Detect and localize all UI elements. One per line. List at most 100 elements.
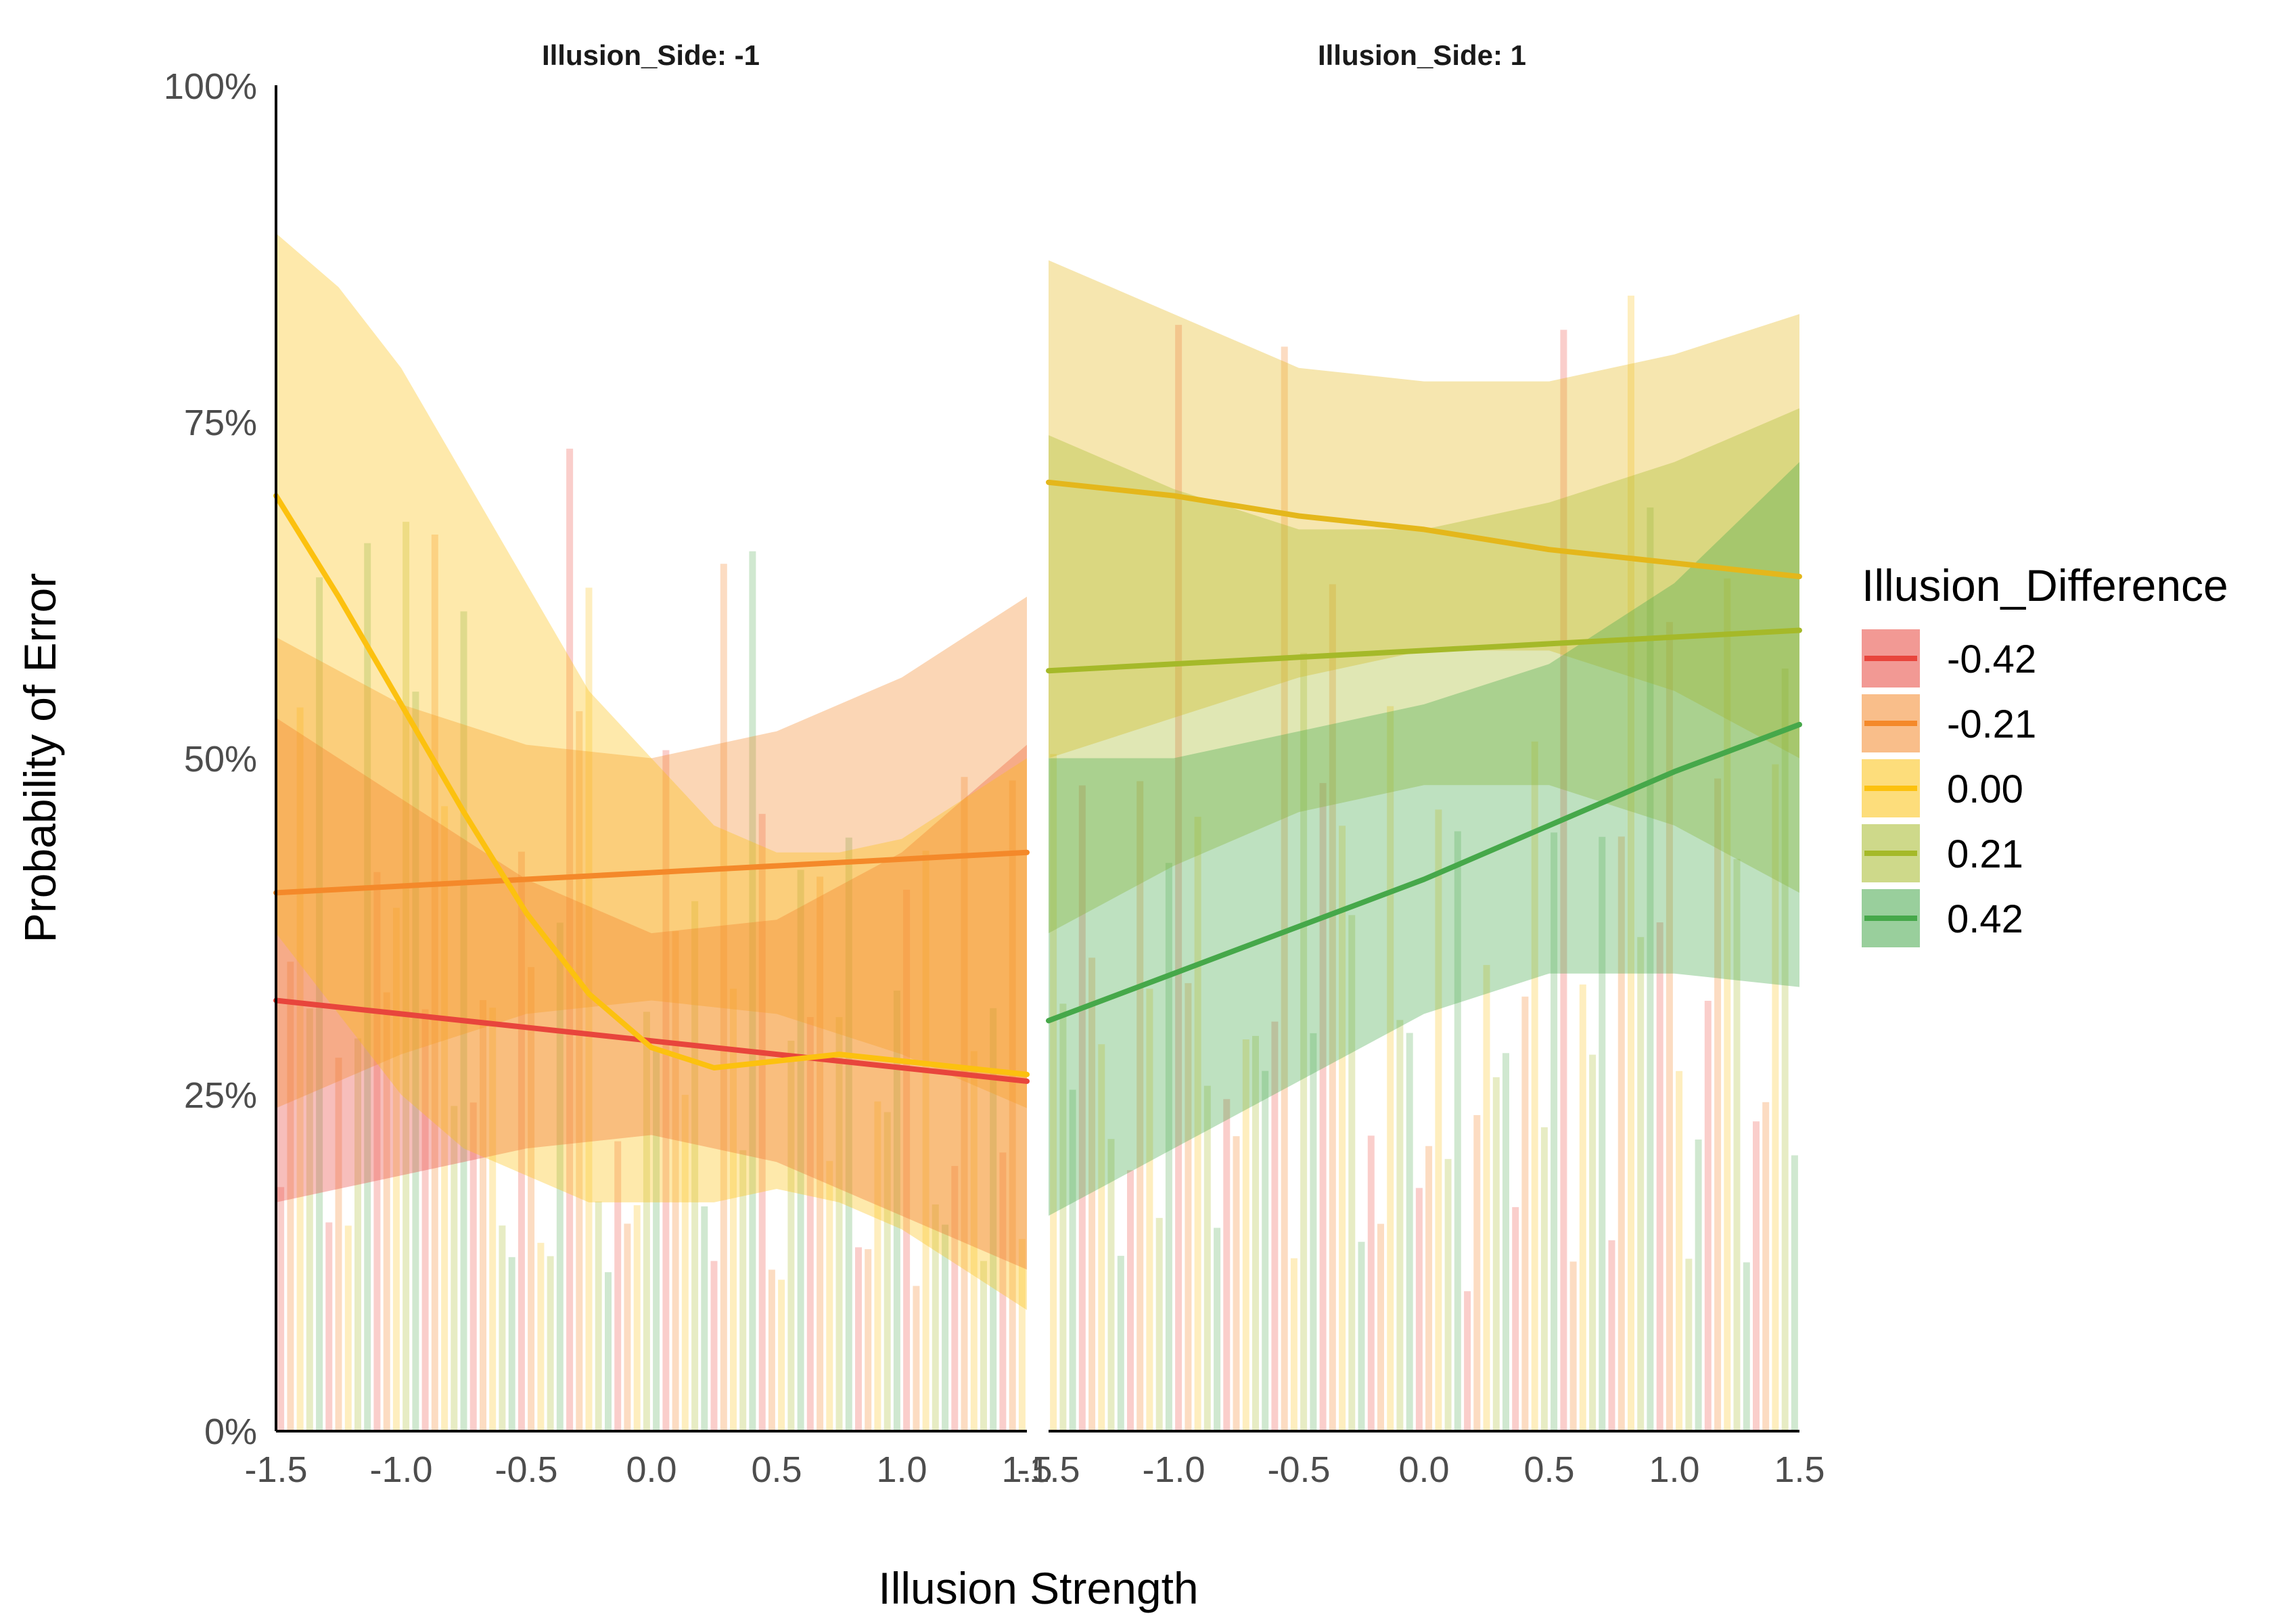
x-tick-label: 1.5 [1001, 1449, 1052, 1490]
histogram-bar [1512, 1206, 1519, 1431]
histogram-bar [373, 872, 381, 1431]
histogram-bar [913, 1286, 920, 1431]
histogram-bar [1656, 922, 1663, 1431]
x-tick-label: -1.5 [244, 1449, 307, 1490]
histogram-bar [1194, 817, 1201, 1431]
histogram-bar [1009, 780, 1016, 1431]
histogram-bar [585, 587, 593, 1431]
histogram-bar [1050, 754, 1057, 1431]
x-tick-label: 0.5 [1523, 1449, 1574, 1490]
histogram-bar [1695, 1140, 1702, 1431]
histogram-bar [296, 707, 304, 1431]
x-tick-label: -0.5 [1267, 1449, 1330, 1490]
histogram-bar [421, 1009, 429, 1431]
histogram-bar [518, 851, 525, 1431]
histogram-bar [1223, 1099, 1231, 1431]
histogram-bar [758, 813, 766, 1431]
histogram-bar [1569, 1261, 1577, 1431]
histogram-bar [826, 1160, 833, 1431]
series-line [1046, 627, 1802, 674]
histogram-bar [1146, 989, 1153, 1431]
histogram-bar [1714, 778, 1722, 1431]
histogram-bar [556, 922, 564, 1431]
confidence-ribbon [276, 717, 1027, 1270]
legend-label: -0.42 [1947, 637, 2036, 681]
legend-label: -0.21 [1947, 702, 2036, 746]
x-tick-label: -1.5 [1017, 1449, 1080, 1490]
histogram-bar [961, 777, 968, 1431]
histogram-bar [306, 1008, 313, 1431]
legend-label: 0.21 [1947, 832, 2023, 876]
histogram-bar [1300, 652, 1308, 1431]
histogram-bar [1521, 996, 1529, 1431]
histogram-bar [806, 1017, 814, 1431]
histogram-bar [1540, 1127, 1548, 1431]
histogram-bar [1127, 1170, 1134, 1431]
histogram-bar [441, 806, 449, 1431]
histogram-bar [335, 1058, 342, 1431]
y-tick-label: 50% [184, 739, 257, 780]
histogram-bar [595, 1201, 602, 1431]
histogram-bar [1262, 1070, 1269, 1431]
histogram-bar [1281, 346, 1288, 1431]
histogram-bar [874, 1101, 881, 1431]
x-tick-label: 0.0 [1398, 1449, 1449, 1490]
histogram-bar [451, 1106, 458, 1431]
series-line [273, 493, 1030, 1077]
x-tick-label: 0.0 [626, 1449, 676, 1490]
histogram-bar [1252, 1035, 1259, 1431]
histogram-bar [720, 564, 727, 1432]
x-tick-label: -1.0 [369, 1449, 432, 1490]
histogram-bar [643, 1012, 650, 1431]
histogram-bar [1762, 1102, 1770, 1431]
histogram-bar [1233, 1136, 1240, 1431]
histogram-bars [277, 295, 1798, 1432]
histogram-bar [1743, 1262, 1750, 1431]
histogram-bar [431, 535, 438, 1431]
x-tick-label: 1.0 [876, 1449, 927, 1490]
histogram-bar [653, 1051, 660, 1431]
histogram-bar [835, 1017, 843, 1431]
histogram-bar [1647, 508, 1654, 1431]
confidence-ribbon [1049, 461, 1799, 1216]
histogram-bar [1560, 330, 1567, 1431]
strip-title-left: Illusion_Side: -1 [542, 39, 760, 71]
histogram-bar [1608, 1240, 1615, 1431]
histogram-bar [942, 1224, 949, 1431]
histogram-bar [1078, 785, 1086, 1431]
histogram-bar [797, 870, 804, 1431]
histogram-bar [865, 1249, 872, 1431]
histogram-bar [730, 989, 737, 1431]
histogram-bar [1088, 957, 1096, 1431]
histogram-bar [576, 711, 583, 1431]
histogram-bar [1483, 965, 1490, 1431]
histogram-bar [1666, 622, 1673, 1431]
histogram-bar [1136, 781, 1144, 1431]
x-tick-label: 1.5 [1774, 1449, 1824, 1490]
histogram-bar [1637, 937, 1645, 1431]
histogram-bar [1551, 832, 1558, 1431]
x-tick-label: 1.0 [1649, 1449, 1699, 1490]
histogram-bar [354, 1038, 361, 1431]
histogram-bar [1098, 1044, 1105, 1431]
histogram-bar [1444, 1158, 1452, 1431]
histogram-bar [691, 901, 699, 1431]
histogram-bar [469, 1102, 477, 1431]
histogram-bar [701, 1206, 708, 1431]
histogram-bar [1310, 1033, 1317, 1431]
histogram-bar [883, 1112, 891, 1431]
x-axis-title: Illusion Strength [878, 1563, 1198, 1613]
histogram-bar [1214, 1227, 1221, 1431]
histogram-bar [1069, 1089, 1076, 1431]
series-line [1046, 479, 1802, 579]
histogram-bar [1502, 1053, 1509, 1431]
histogram-bar [1617, 836, 1625, 1431]
legend: Illusion_Difference -0.42 -0.21 0.00 0.2… [1862, 560, 2228, 947]
histogram-bar [1415, 1188, 1423, 1431]
histogram-bar [614, 1141, 622, 1431]
histogram-bar [1435, 809, 1442, 1431]
histogram-bar [1018, 1238, 1026, 1431]
histogram-bar [1492, 1077, 1500, 1431]
series-line [1046, 721, 1802, 1024]
histogram-bar [1339, 826, 1346, 1431]
